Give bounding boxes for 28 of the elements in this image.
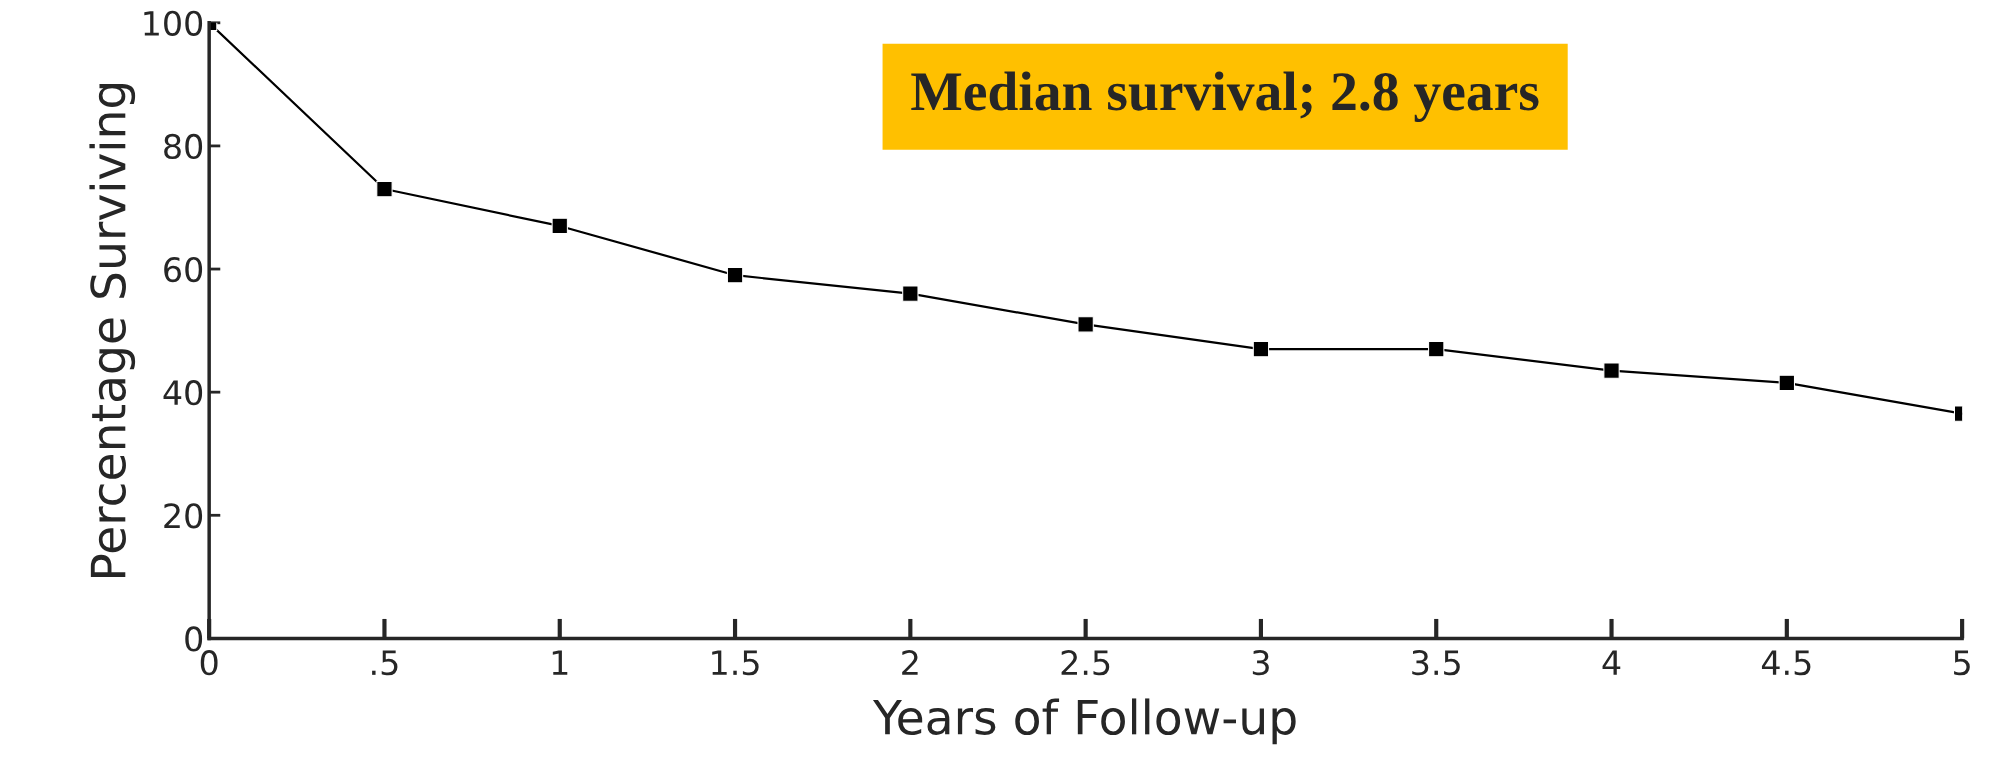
x-axis-title: Years of Follow-up [872, 698, 1296, 745]
y-axis-title: Percentage Surviving [89, 83, 136, 577]
point [1778, 374, 1795, 392]
x-tick-label: 2.5 [1061, 650, 1110, 676]
y-tick-label: 40 [163, 380, 203, 406]
x-tick-label: 3.5 [1412, 650, 1460, 676]
point [376, 180, 393, 198]
point [1428, 340, 1445, 358]
y-tick-label: 100 [144, 10, 203, 36]
y-tick-label: 80 [164, 133, 203, 160]
point [1603, 362, 1620, 379]
x-tick-label: 1 [552, 650, 568, 675]
point [551, 217, 568, 235]
point [1077, 316, 1094, 333]
x-tick-label: 4 [1602, 650, 1621, 675]
x-tick-label: 1.5 [712, 650, 759, 676]
x-tick-label: 2 [902, 650, 918, 675]
y-tick-label: 60 [164, 256, 203, 283]
point [902, 285, 919, 302]
x-tick-label: 3 [1252, 650, 1269, 676]
point [726, 267, 744, 284]
annotation: Median survival; 2.8 years [911, 71, 1539, 122]
x-tick-label: .5 [372, 650, 398, 676]
x-tick-label: 5 [1954, 650, 1970, 676]
y-tick-label: 20 [164, 503, 203, 529]
point [1252, 340, 1270, 358]
y-tick-label: 0 [185, 626, 203, 652]
x-tick-label: 4.5 [1761, 650, 1811, 676]
